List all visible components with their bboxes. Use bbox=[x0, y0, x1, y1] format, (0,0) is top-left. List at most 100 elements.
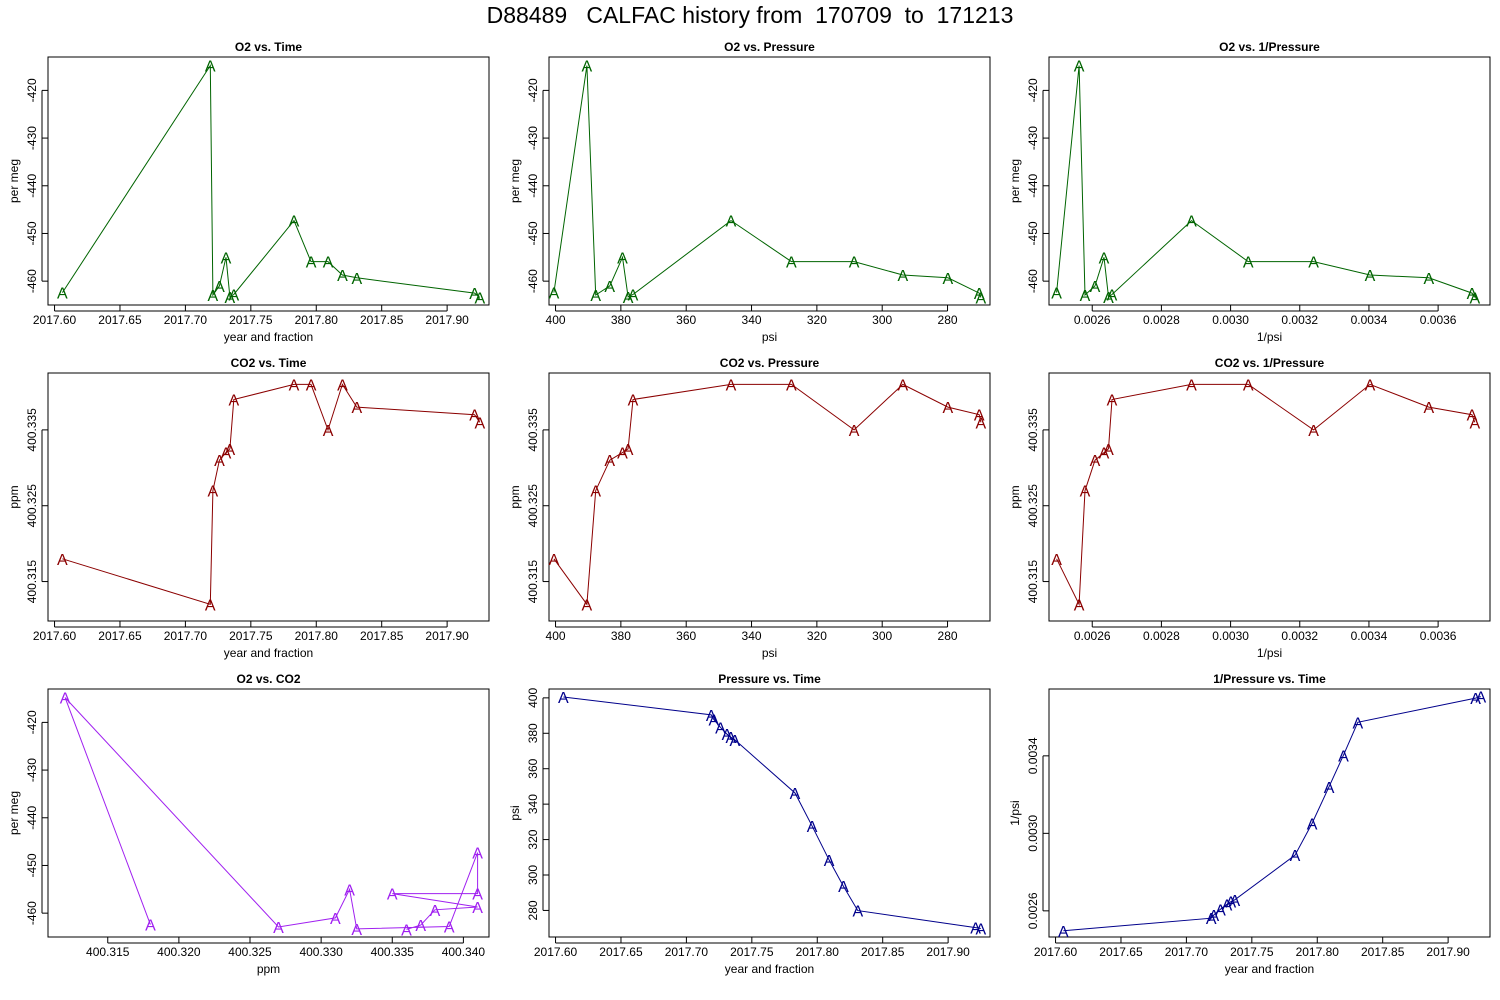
y-tick-label: -420 bbox=[25, 78, 39, 102]
data-point: A bbox=[1469, 290, 1480, 307]
data-point: A bbox=[1365, 268, 1376, 285]
data-point: A bbox=[221, 446, 232, 463]
x-tick-label: 360 bbox=[676, 629, 696, 643]
data-point: A bbox=[1308, 255, 1319, 272]
x-axis-label: ppm bbox=[257, 962, 280, 976]
y-tick-label: 320 bbox=[526, 829, 540, 849]
y-tick-label: -420 bbox=[526, 78, 540, 102]
page-title: D88489 CALFAC history from 170709 to 171… bbox=[486, 2, 1014, 28]
data-point: A bbox=[943, 400, 954, 417]
data-point: A bbox=[729, 733, 740, 750]
x-tick-label: 2017.80 bbox=[796, 945, 840, 959]
data-point: A bbox=[1308, 423, 1319, 440]
y-tick-label: 400.325 bbox=[25, 484, 39, 528]
y-tick-label: 400.325 bbox=[1026, 484, 1040, 528]
data-point: A bbox=[1099, 250, 1110, 267]
data-point: A bbox=[444, 920, 455, 937]
x-tick-label: 320 bbox=[807, 313, 827, 327]
data-point: A bbox=[807, 819, 818, 836]
data-point: A bbox=[472, 846, 483, 863]
x-tick-label: 2017.75 bbox=[730, 945, 774, 959]
y-axis-label: per meg bbox=[508, 159, 522, 203]
data-point: A bbox=[208, 288, 219, 305]
data-point: A bbox=[145, 918, 156, 935]
chart-panel-4: CO2 vs. Time 2017.60 2017.65 2017.70 2017.75… bbox=[7, 356, 490, 660]
data-point: A bbox=[205, 597, 216, 614]
data-point: A bbox=[415, 918, 426, 935]
data-point: A bbox=[401, 922, 412, 939]
data-point: A bbox=[623, 442, 634, 459]
data-point: A bbox=[976, 415, 987, 432]
x-tick-label: 2017.90 bbox=[1426, 945, 1470, 959]
x-tick-label: 2017.90 bbox=[425, 629, 469, 643]
chart-title: O2 vs. CO2 bbox=[236, 672, 300, 686]
series-line bbox=[553, 65, 982, 298]
x-tick-label: 0.0032 bbox=[1281, 313, 1318, 327]
data-point: A bbox=[582, 59, 593, 76]
data-point: A bbox=[1215, 902, 1226, 919]
data-point: A bbox=[323, 423, 334, 440]
chart-panel-5: CO2 vs. Pressure 400 380 360 340 320 300 280 400… bbox=[508, 356, 991, 660]
x-tick-label: 2017.65 bbox=[98, 629, 142, 643]
data-point: A bbox=[549, 552, 560, 569]
data-point: A bbox=[849, 423, 860, 440]
data-point: A bbox=[1080, 288, 1091, 305]
data-point: A bbox=[1324, 780, 1335, 797]
data-point: A bbox=[849, 255, 860, 272]
data-point: A bbox=[351, 271, 362, 288]
data-point: A bbox=[469, 286, 480, 303]
data-point: A bbox=[387, 887, 398, 904]
data-point: A bbox=[786, 255, 797, 272]
data-point: A bbox=[306, 255, 317, 272]
y-axis-label: psi bbox=[508, 805, 522, 820]
data-point: A bbox=[549, 286, 560, 303]
y-tick-label: 400.315 bbox=[526, 560, 540, 604]
y-tick-label: 360 bbox=[526, 758, 540, 778]
data-point: A bbox=[897, 377, 908, 394]
chart-title: CO2 vs. Time bbox=[231, 356, 307, 370]
x-tick-label: 0.0032 bbox=[1281, 629, 1318, 643]
plot-frame bbox=[1048, 688, 1491, 938]
x-tick-label: 2017.85 bbox=[360, 313, 404, 327]
data-point: A bbox=[1365, 377, 1376, 394]
x-axis-label: psi bbox=[762, 330, 777, 344]
data-point: A bbox=[590, 288, 601, 305]
data-point: A bbox=[1209, 908, 1220, 925]
chart-title: CO2 vs. Pressure bbox=[720, 356, 820, 370]
data-point: A bbox=[1229, 893, 1240, 910]
chart-panel-7: O2 vs. CO2 400.315 400.320 400.325 400.330 40… bbox=[7, 672, 490, 976]
plot-frame bbox=[548, 56, 991, 306]
data-point: A bbox=[1107, 288, 1118, 305]
x-tick-label: 2017.85 bbox=[861, 945, 905, 959]
chart-panel-1: O2 vs. Time 2017.60 2017.65 2017.70 2017.75 2… bbox=[7, 40, 490, 344]
data-point: A bbox=[1051, 552, 1062, 569]
series-line bbox=[553, 383, 982, 606]
data-point: A bbox=[1476, 690, 1487, 707]
chart-panel-9: 1/Pressure vs. Time 2017.60 2017.65 2017.70… bbox=[1008, 672, 1491, 976]
data-point: A bbox=[225, 442, 236, 459]
chart-title: Pressure vs. Time bbox=[718, 672, 821, 686]
x-tick-label: 2017.90 bbox=[425, 313, 469, 327]
data-point: A bbox=[726, 730, 737, 747]
data-point: A bbox=[472, 887, 483, 904]
x-tick-label: 400.325 bbox=[228, 945, 272, 959]
plot-frame bbox=[47, 688, 490, 938]
x-tick-label: 2017.70 bbox=[665, 945, 709, 959]
x-tick-label: 400 bbox=[546, 629, 566, 643]
data-point: A bbox=[214, 279, 225, 296]
x-tick-label: 360 bbox=[676, 313, 696, 327]
x-tick-label: 400.315 bbox=[86, 945, 130, 959]
data-point: A bbox=[1423, 271, 1434, 288]
y-axis-label: ppm bbox=[508, 485, 522, 508]
series-line bbox=[1063, 696, 1481, 932]
data-point: A bbox=[205, 59, 216, 76]
data-point: A bbox=[790, 786, 801, 803]
y-axis-label: per meg bbox=[1008, 159, 1022, 203]
data-point: A bbox=[706, 708, 717, 725]
data-point: A bbox=[715, 720, 726, 737]
data-point: A bbox=[1423, 400, 1434, 417]
x-tick-label: 0.0036 bbox=[1420, 313, 1457, 327]
data-point: A bbox=[351, 400, 362, 417]
data-point: A bbox=[1243, 255, 1254, 272]
data-point: A bbox=[1074, 597, 1085, 614]
